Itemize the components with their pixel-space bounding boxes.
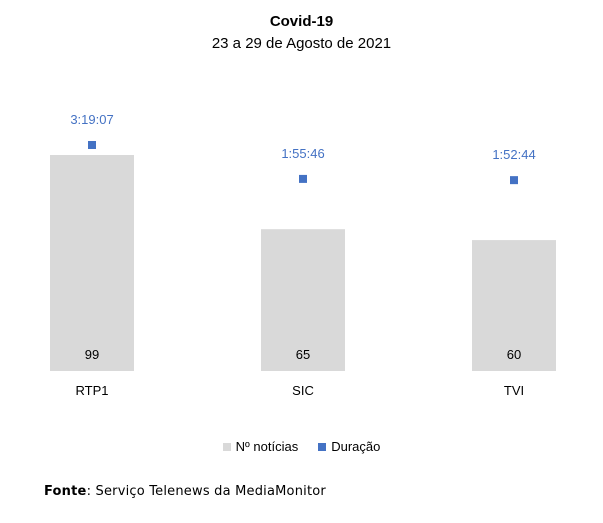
legend-label-duration: Duração: [331, 439, 381, 454]
source-text: Serviço Telenews da MediaMonitor: [95, 484, 326, 499]
duration-point-sic: [299, 174, 307, 183]
legend-swatch-duration: [318, 442, 327, 451]
legend-swatch-news-count: [222, 442, 231, 451]
duration-label-tvi: 1:52:44: [492, 147, 535, 162]
chart-title: Covid-19: [269, 13, 334, 30]
bar-sic: [261, 229, 345, 371]
source-note: Fonte: Serviço Telenews da MediaMonitor: [44, 484, 326, 499]
legend-item-news-count: Nº notícias: [222, 439, 299, 454]
chart-plot: 99 RTP1 3:19:07 65 SIC 1:55:46 60 TVI 1:52:44: [50, 112, 556, 398]
chart-subtitle: 23 a 29 de Agosto de 2021: [211, 35, 392, 52]
category-label-tvi: TVI: [504, 383, 524, 398]
category-label-sic: SIC: [292, 383, 314, 398]
legend-label-news-count: Nº notícias: [235, 439, 299, 454]
duration-point-rtp1: [88, 141, 96, 149]
bar-value-label-sic: 65: [296, 347, 310, 362]
source-colon: :: [86, 484, 96, 499]
source-label: Fonte: [44, 484, 87, 499]
bar-tvi: [472, 240, 556, 371]
bar-value-label-rtp1: 99: [85, 347, 99, 362]
duration-label-rtp1: 3:19:07: [70, 112, 113, 127]
chart-legend: Nº notícias Duração: [0, 439, 603, 454]
duration-label-sic: 1:55:46: [281, 146, 324, 161]
legend-item-duration: Duração: [318, 439, 380, 454]
bar-rtp1: [50, 155, 134, 371]
duration-point-tvi: [510, 176, 518, 185]
bar-value-label-tvi: 60: [507, 347, 521, 362]
category-label-rtp1: RTP1: [76, 383, 109, 398]
